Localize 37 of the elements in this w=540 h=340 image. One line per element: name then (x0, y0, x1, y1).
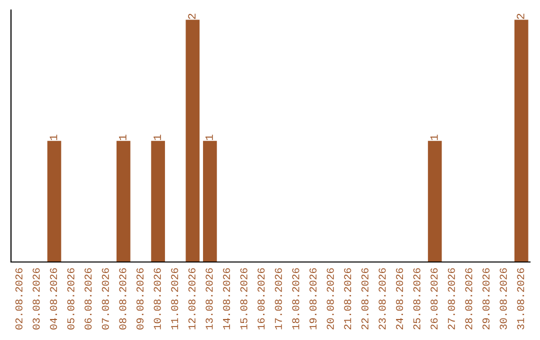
x-tick-label: 28.08.2026 (465, 268, 472, 330)
x-tick-label: 21.08.2026 (344, 268, 352, 330)
x-tick-label: 18.08.2026 (292, 268, 300, 330)
x-tick-label: 25.08.2026 (413, 268, 420, 330)
x-tick-label: 09.08.2026 (136, 268, 144, 330)
x-tick-label: 15.08.2026 (240, 268, 248, 330)
x-tick-label: 10.08.2026 (154, 268, 161, 330)
x-tick-label: 17.08.2026 (274, 268, 282, 330)
x-tick-label: 20.08.2026 (326, 268, 334, 330)
x-tick-label: 08.08.2026 (119, 268, 126, 330)
x-tick-label: 27.08.2026 (448, 268, 455, 330)
x-tick-label: 23.08.2026 (378, 268, 386, 330)
x-tick-label: 26.08.2026 (430, 268, 438, 330)
data-label: 1 (154, 134, 161, 140)
x-tick-label: 03.08.2026 (32, 268, 40, 330)
x-tick-label: 02.08.2026 (15, 268, 22, 330)
x-tick-label: 30.08.2026 (500, 268, 507, 330)
x-tick-label: 22.08.2026 (361, 268, 368, 330)
x-tick-label: 12.08.2026 (188, 268, 196, 330)
data-label: 1 (430, 134, 438, 140)
data-label: 2 (188, 14, 196, 19)
x-tick-label: 13.08.2026 (206, 268, 213, 330)
x-tick-label: 04.08.2026 (50, 268, 58, 330)
x-tick-label: 19.08.2026 (309, 268, 317, 330)
data-label: 1 (50, 134, 58, 140)
x-tick-label: 16.08.2026 (258, 268, 265, 330)
x-tick-label: 06.08.2026 (84, 268, 92, 330)
data-label: 1 (119, 134, 126, 140)
data-label: 1 (206, 134, 213, 140)
x-tick-label: 24.08.2026 (396, 268, 404, 330)
x-tick-label: 14.08.2026 (222, 268, 230, 330)
x-tick-label: 05.08.2026 (67, 268, 74, 330)
x-tick-label: 11.08.2026 (171, 268, 178, 330)
x-tick-label: 31.08.2026 (517, 268, 524, 330)
x-tick-label: 07.08.2026 (102, 268, 109, 330)
x-tick-label: 29.08.2026 (482, 268, 490, 330)
data-label: 2 (516, 14, 524, 19)
